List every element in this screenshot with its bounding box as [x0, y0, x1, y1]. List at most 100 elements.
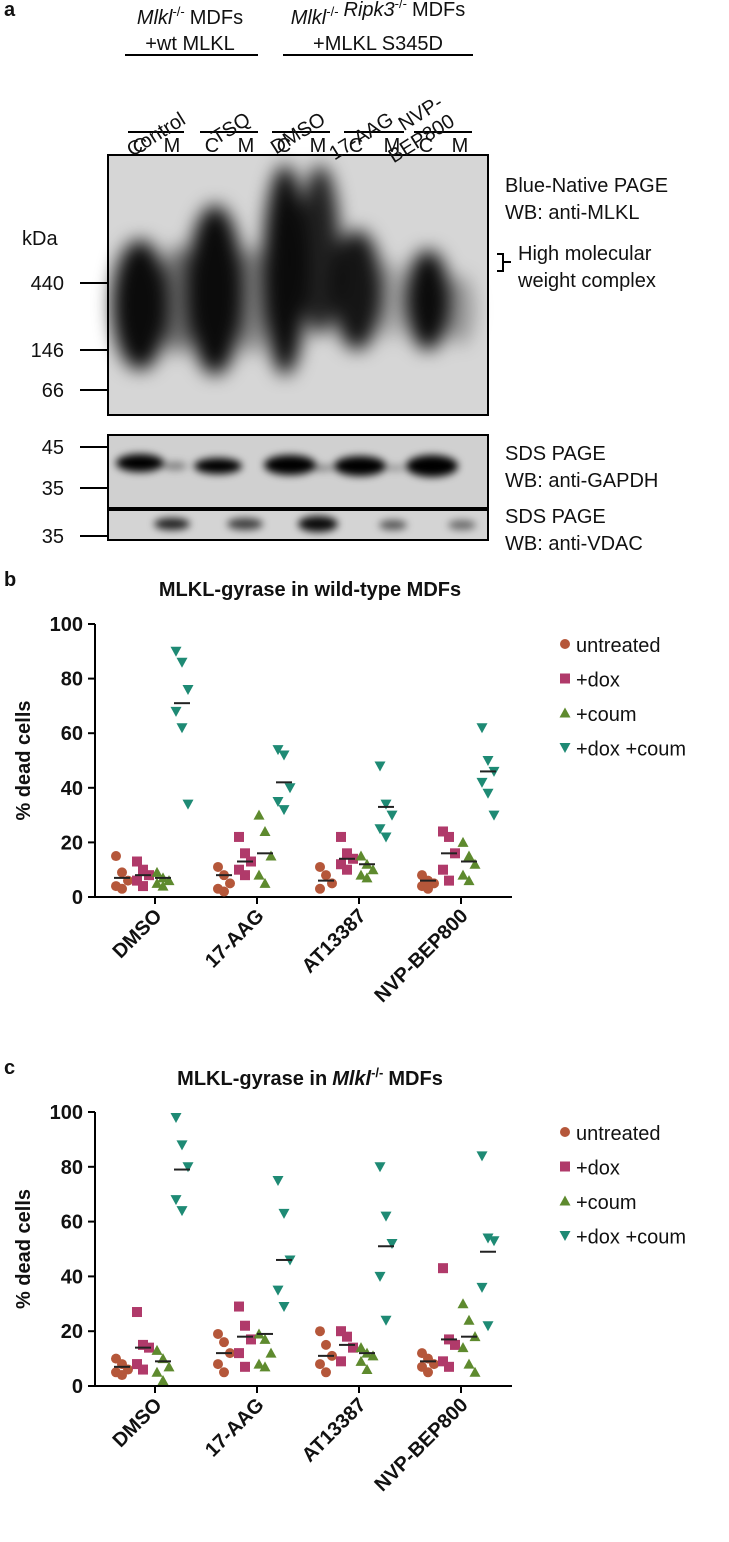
- blot-label: WB: anti-GAPDH: [505, 470, 658, 492]
- dot: [117, 883, 127, 894]
- dot: [315, 1326, 325, 1337]
- y-axis-label: % dead cells: [13, 700, 35, 820]
- dot: [219, 1367, 229, 1378]
- dot: [457, 1298, 469, 1309]
- dot: [361, 872, 373, 883]
- dot: [488, 810, 500, 821]
- dot: [176, 723, 188, 734]
- dot: [374, 761, 386, 772]
- dot: [176, 1206, 188, 1217]
- dot: [132, 1307, 142, 1318]
- dot: [240, 848, 250, 859]
- x-tick-label: DMSO: [109, 905, 167, 963]
- dot: [342, 848, 352, 859]
- dot: [253, 809, 265, 820]
- dot: [234, 1348, 244, 1359]
- dot: [559, 743, 571, 753]
- dot: [259, 1361, 271, 1372]
- dot: [213, 861, 223, 872]
- dot: [457, 836, 469, 847]
- complex-bracket: [497, 253, 511, 272]
- dot: [476, 1151, 488, 1162]
- legend-label: +coum: [576, 704, 637, 726]
- dot: [476, 777, 488, 788]
- y-tick-label: 60: [61, 723, 83, 745]
- dot: [163, 1361, 175, 1372]
- panel-label: c: [4, 1057, 15, 1079]
- dot: [374, 824, 386, 835]
- dot: [182, 1162, 194, 1173]
- dot: [278, 1302, 290, 1313]
- chart-title-part: MLKL-gyrase in wild-type MDFs: [159, 579, 461, 601]
- chart-title-part: MDFs: [388, 1068, 442, 1090]
- mw-marker: 45: [42, 437, 64, 459]
- legend-label: untreated: [576, 635, 661, 657]
- dot: [380, 1315, 392, 1326]
- dot: [367, 864, 379, 875]
- dot: [315, 861, 325, 872]
- lane-label: C: [205, 135, 219, 157]
- y-tick-label: 80: [61, 1157, 83, 1179]
- dot: [259, 877, 271, 888]
- dot: [138, 864, 148, 875]
- dot: [469, 858, 481, 869]
- x-tick-label: NVP-BEP800: [371, 905, 473, 1007]
- blot-label: Blue-Native PAGE: [505, 175, 668, 197]
- dot: [560, 1161, 570, 1172]
- dot: [336, 859, 346, 870]
- mw-marker: 440: [31, 273, 64, 295]
- header-part: Mlkl: [137, 7, 173, 29]
- dot: [438, 826, 448, 837]
- dot: [476, 723, 488, 734]
- lane-label: M: [164, 135, 181, 157]
- dot: [138, 1339, 148, 1350]
- dot: [138, 881, 148, 892]
- dot: [213, 1328, 223, 1339]
- dot: [488, 1236, 500, 1247]
- dot: [111, 851, 121, 862]
- header-part: Mlkl: [291, 7, 327, 29]
- header-part: -/-: [326, 4, 338, 19]
- chart-title: MLKL-gyrase in wild-type MDFs: [159, 579, 461, 601]
- dot: [265, 850, 277, 861]
- lane-label: C: [419, 135, 433, 157]
- lane-label: M: [310, 135, 327, 157]
- x-tick-label: DMSO: [109, 1394, 167, 1452]
- dot: [219, 886, 229, 897]
- chart-title-part: Mlkl: [332, 1068, 371, 1090]
- dot: [163, 875, 175, 886]
- dot: [361, 1364, 373, 1375]
- dot: [444, 1361, 454, 1372]
- mw-marker: 66: [42, 380, 64, 402]
- lane-label: M: [238, 135, 255, 157]
- dot: [355, 850, 367, 861]
- legend-label: +dox: [576, 670, 620, 692]
- dot: [560, 1127, 570, 1137]
- header-part: Ripk3: [344, 0, 395, 21]
- blot-label: SDS PAGE: [505, 506, 606, 528]
- dot: [117, 1370, 127, 1381]
- dot: [315, 1359, 325, 1370]
- y-tick-label: 40: [61, 778, 83, 800]
- dot: [380, 832, 392, 843]
- dot: [336, 1356, 346, 1367]
- legend-label: +coum: [576, 1192, 637, 1214]
- dot: [117, 867, 127, 878]
- dot: [157, 880, 169, 891]
- legend-label: +dox +coum: [576, 1227, 686, 1249]
- dot: [482, 756, 494, 766]
- dot: [321, 1339, 331, 1350]
- dot: [138, 1364, 148, 1375]
- header: Mlkl-/- Ripk3-/- MDFs: [291, 0, 466, 29]
- dot: [457, 869, 469, 880]
- dot: [469, 1366, 481, 1377]
- y-tick-label: 0: [72, 887, 83, 909]
- dot: [444, 831, 454, 842]
- dot: [386, 1239, 398, 1250]
- header: Mlkl-/- MDFs: [137, 4, 243, 29]
- dot: [176, 1140, 188, 1151]
- dot: [463, 1358, 475, 1369]
- blot-vdac: [107, 509, 489, 541]
- dot: [559, 1231, 571, 1241]
- header-part: -/-: [172, 4, 184, 19]
